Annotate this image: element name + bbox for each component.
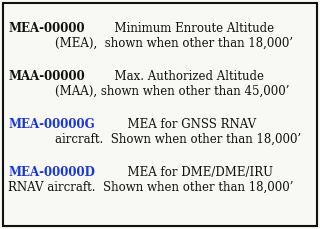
Text: MEA for GNSS RNAV: MEA for GNSS RNAV [120, 118, 256, 131]
Text: Max. Authorized Altitude: Max. Authorized Altitude [107, 70, 264, 83]
Text: Minimum Enroute Altitude: Minimum Enroute Altitude [107, 22, 274, 35]
Text: MEA for DME/DME/IRU: MEA for DME/DME/IRU [120, 166, 273, 179]
Text: MAA-00000: MAA-00000 [8, 70, 85, 83]
Text: (MEA),  shown when other than 18,000’: (MEA), shown when other than 18,000’ [55, 37, 293, 50]
Text: (MAA), shown when other than 45,000’: (MAA), shown when other than 45,000’ [55, 85, 290, 98]
Text: MEA-00000D: MEA-00000D [8, 166, 95, 179]
Text: RNAV aircraft.  Shown when other than 18,000’: RNAV aircraft. Shown when other than 18,… [8, 181, 293, 194]
Text: MEA-00000: MEA-00000 [8, 22, 84, 35]
Text: aircraft.  Shown when other than 18,000’: aircraft. Shown when other than 18,000’ [55, 133, 301, 146]
Text: MEA-00000G: MEA-00000G [8, 118, 95, 131]
